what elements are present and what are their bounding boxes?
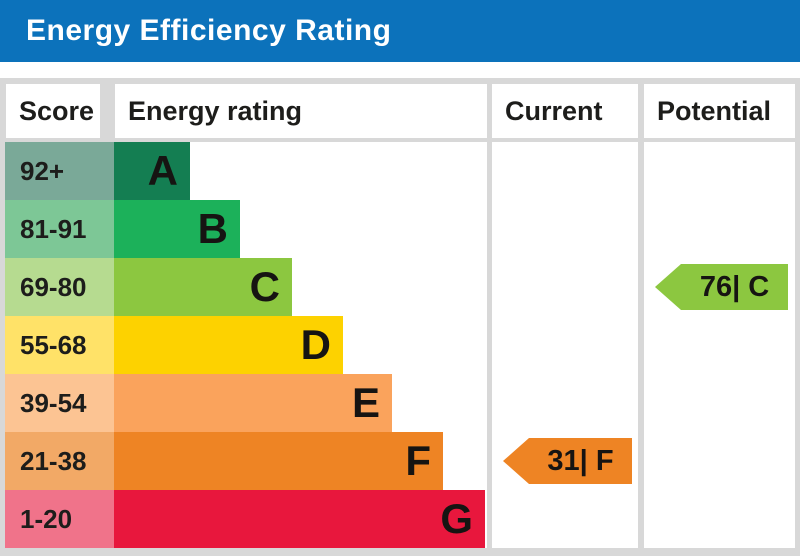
- potential-rating-value: 76| C: [681, 264, 788, 310]
- score-cell-e: 39-54: [5, 374, 114, 432]
- band-row-d: 55-68 D: [5, 316, 487, 374]
- band-letter-f: F: [405, 437, 431, 484]
- score-cell-d: 55-68: [5, 316, 114, 374]
- current-rating-value: 31| F: [529, 438, 632, 484]
- band-row-f: 21-38 F: [5, 432, 487, 490]
- rating-bar-a: A: [114, 142, 190, 200]
- score-cell-f: 21-38: [5, 432, 114, 490]
- rating-bar-c: C: [114, 258, 292, 316]
- rating-bar-d: D: [114, 316, 343, 374]
- score-cell-c: 69-80: [5, 258, 114, 316]
- column-header-current: Current: [492, 84, 638, 138]
- band-row-c: 69-80 C: [5, 258, 487, 316]
- current-rating-marker: 31| F: [503, 438, 632, 484]
- rating-table: Score Energy rating Current Potential 92…: [0, 78, 800, 556]
- potential-column: 76| C: [644, 142, 795, 548]
- band-letter-d: D: [300, 321, 331, 368]
- page-title: Energy Efficiency Rating: [26, 14, 392, 47]
- band-letter-g: G: [440, 495, 473, 542]
- band-row-b: 81-91 B: [5, 200, 487, 258]
- column-header-energy-rating: Energy rating: [115, 84, 487, 138]
- band-letter-a: A: [147, 147, 178, 194]
- score-cell-a: 92+: [5, 142, 114, 200]
- score-cell-b: 81-91: [5, 200, 114, 258]
- rating-bar-g: G: [114, 490, 485, 548]
- rating-bar-f: F: [114, 432, 443, 490]
- column-header-potential: Potential: [644, 84, 795, 138]
- banner: Energy Efficiency Rating: [0, 0, 800, 62]
- rating-bands-zone: 92+ A 81-91 B 69-80 C 55-68 D 39-54 E 21-38 F 1-20 G: [5, 142, 487, 548]
- rating-bar-e: E: [114, 374, 392, 432]
- band-letter-b: B: [197, 205, 228, 252]
- band-letter-e: E: [351, 379, 380, 426]
- current-column: 31| F: [492, 142, 638, 548]
- band-row-g: 1-20 G: [5, 490, 487, 548]
- left-arrow-icon: [655, 264, 681, 310]
- column-header-score: Score: [6, 84, 100, 138]
- potential-rating-marker: 76| C: [655, 264, 788, 310]
- band-row-a: 92+ A: [5, 142, 487, 200]
- left-arrow-icon: [503, 438, 529, 484]
- band-row-e: 39-54 E: [5, 374, 487, 432]
- score-cell-g: 1-20: [5, 490, 114, 548]
- rating-bar-b: B: [114, 200, 240, 258]
- band-letter-c: C: [249, 263, 280, 310]
